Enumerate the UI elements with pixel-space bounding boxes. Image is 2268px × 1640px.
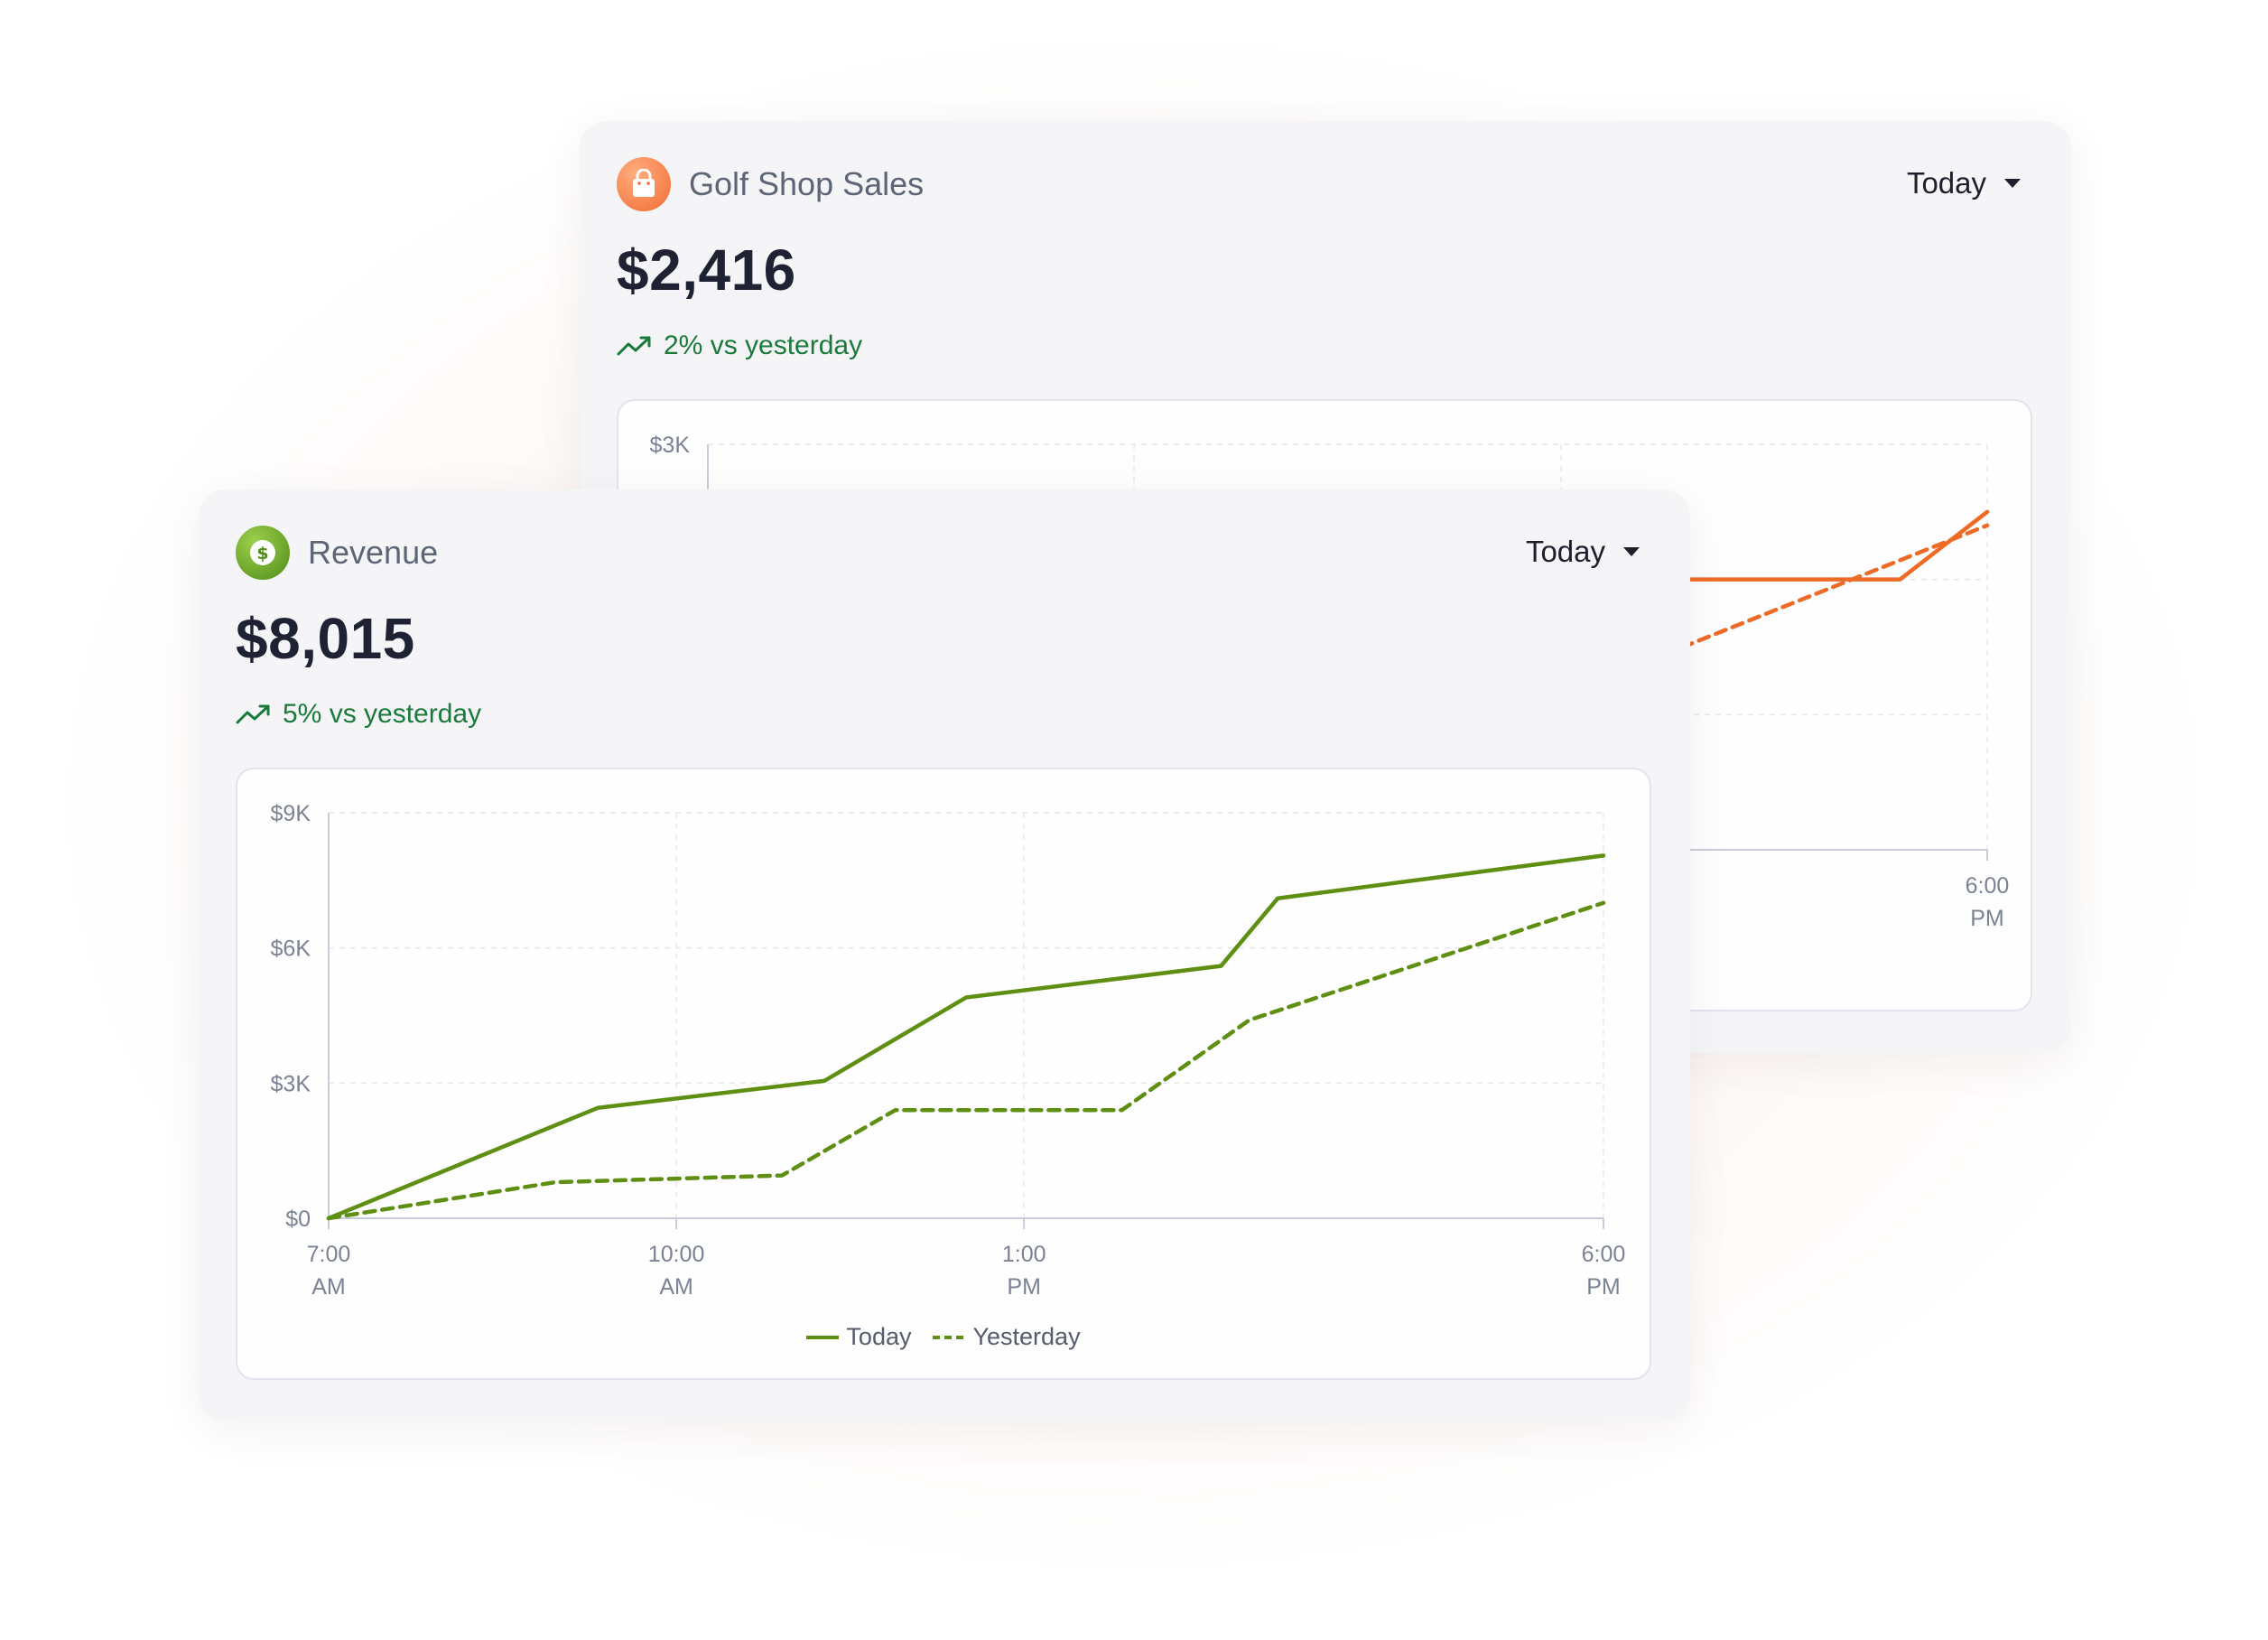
series-line-today: [326, 853, 1606, 1221]
chevron-down-icon: [2004, 179, 2021, 188]
date-range-dropdown[interactable]: Today: [1907, 166, 2021, 200]
date-range-dropdown[interactable]: Today: [1526, 535, 1640, 569]
y-tick-label: $3K: [271, 1071, 311, 1096]
y-tick-label: $9K: [271, 801, 311, 826]
x-tick-label: 6:00: [1582, 1242, 1626, 1267]
card-header: Golf Shop Sales: [617, 157, 924, 211]
legend-swatch-dashed: [933, 1335, 966, 1339]
x-tick-label: PM: [1007, 1274, 1041, 1300]
dollar-coin-icon: $: [236, 526, 290, 580]
card-title: Revenue: [308, 534, 439, 571]
x-tick-label: AM: [659, 1274, 693, 1300]
revenue-value: $8,015: [236, 606, 415, 671]
x-tick-label: AM: [311, 1274, 346, 1300]
trending-up-icon: [236, 704, 270, 724]
y-tick-label: $3K: [650, 433, 691, 458]
change-text: 5% vs yesterday: [283, 699, 482, 729]
sales-value: $2,416: [617, 238, 796, 303]
series-line-today: [1613, 509, 1990, 582]
revenue-chart-svg: $0 $3K $6K $9K 7:00 AM 10:00 AM 1:00 PM 6:00 PM: [271, 801, 1626, 1300]
x-tick-label: 6:00: [1966, 873, 2010, 899]
y-tick-label: $0: [285, 1207, 311, 1232]
shopping-bag-icon: [617, 157, 671, 211]
svg-text:$: $: [256, 544, 268, 564]
date-range-label: Today: [1906, 166, 1986, 200]
change-indicator: 2% vs yesterday: [617, 331, 862, 361]
revenue-chart: $0 $3K $6K $9K 7:00 AM 10:00 AM 1:00 PM 6:00 PM Tod…: [236, 768, 1651, 1380]
date-range-label: Today: [1525, 535, 1605, 568]
series-line-yesterday: [326, 900, 1606, 1221]
card-header: $ Revenue: [236, 526, 438, 580]
x-tick-label: 7:00: [307, 1242, 351, 1267]
chevron-down-icon: [1623, 547, 1640, 556]
change-indicator: 5% vs yesterday: [236, 699, 481, 730]
x-tick-label: PM: [1586, 1274, 1621, 1300]
card-title: Golf Shop Sales: [689, 165, 925, 202]
legend-item-today: Today: [806, 1323, 911, 1351]
x-tick-label: 10:00: [648, 1242, 705, 1267]
trending-up-icon: [617, 336, 651, 356]
revenue-card: $ Revenue Today $8,015 5% vs yesterday $…: [199, 489, 1690, 1421]
legend-swatch-solid: [806, 1335, 840, 1339]
legend-label: Yesterday: [972, 1323, 1081, 1350]
legend-label: Today: [846, 1323, 912, 1350]
x-tick-label: 1:00: [1002, 1242, 1046, 1267]
y-tick-label: $6K: [271, 936, 311, 962]
x-tick-label: PM: [1970, 906, 2004, 931]
change-text: 2% vs yesterday: [664, 331, 863, 360]
chart-legend: Today Yesterday: [237, 1323, 1650, 1351]
legend-item-yesterday: Yesterday: [933, 1323, 1081, 1351]
